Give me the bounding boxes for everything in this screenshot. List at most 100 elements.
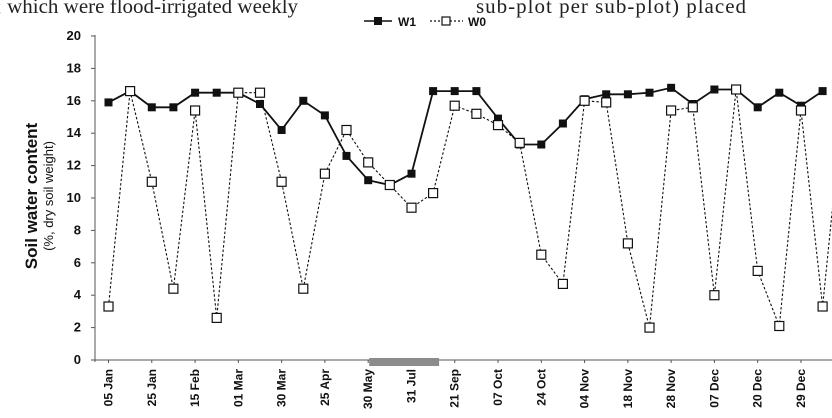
y-tick-label: 0 [74, 352, 81, 367]
series-w1-point [407, 169, 416, 178]
series-w1-point [320, 111, 329, 120]
series-w0-point [514, 137, 525, 148]
series-w1-point [472, 87, 481, 96]
series-w0-point [298, 283, 309, 294]
x-tick-label: 21 Sep [448, 369, 462, 408]
series-w1-point [558, 119, 567, 128]
series-w0-point [709, 290, 720, 301]
x-tick-label: 31 Jul [404, 369, 418, 403]
series-w0-line [107, 89, 832, 328]
y-axis-label: Soil water content [22, 122, 41, 269]
series-w0-point [276, 176, 287, 187]
series-w1-point [277, 126, 286, 134]
y-tick-label: 4 [74, 287, 82, 302]
legend-w1-label: W1 [398, 15, 416, 29]
series-w1-point [147, 103, 156, 112]
series-w0-point [319, 168, 330, 179]
series-w0-point [601, 97, 612, 108]
series-w0-point [449, 100, 460, 111]
y-tick-label: 14 [67, 125, 82, 140]
series-w0-point [406, 202, 417, 213]
x-tick-label: 25 Apr [318, 369, 332, 406]
highlight-group [369, 358, 440, 366]
y-axis-sublabel: (%, dry soil weight) [41, 141, 56, 251]
x-tick-label: 18 Nov [621, 369, 635, 409]
series-w0-point [795, 105, 807, 116]
series-w0-point [190, 105, 201, 116]
x-tick-label: 30 Mar [275, 369, 289, 407]
series-w1-point [645, 88, 654, 97]
y-tick-label: 6 [74, 255, 81, 270]
series-w0-point [492, 119, 504, 131]
y-tick-label: 12 [67, 158, 81, 173]
series-w1-point [818, 87, 827, 96]
series-w0-point [384, 179, 395, 191]
y-axis-label-group: Soil water content (%, dry soil weight) [22, 122, 56, 269]
x-tick-label: 29 Dec [794, 369, 808, 408]
series-w0-point [622, 238, 634, 249]
y-ticks-group: 0 2 4 6 8 10 12 14 16 18 20 [67, 28, 95, 367]
series-w1-point [775, 88, 784, 97]
series-w1-point [299, 96, 308, 105]
caption-left-text: ; which were flood-irrigated weekly [0, 0, 299, 18]
series-w1-point [667, 83, 676, 92]
series-w0-point [254, 87, 266, 98]
series-w1-line [108, 86, 824, 186]
x-tick-label: 30 May [361, 369, 375, 409]
x-tick-label: 15 Feb [188, 369, 202, 407]
y-tick-label: 18 [67, 60, 81, 75]
x-tick-label: 05 Jan [102, 369, 116, 406]
series-w1-point [710, 85, 719, 94]
series-lines-group [107, 86, 832, 328]
series-w0-point [471, 108, 482, 119]
series-w0-point [211, 312, 222, 323]
series-w1-point [450, 87, 459, 96]
x-tick-label: 20 Dec [751, 369, 765, 408]
series-w1-point [494, 114, 502, 123]
series-w1-point [104, 98, 113, 107]
y-tick-label: 8 [74, 222, 81, 237]
legend-w0-label: W0 [468, 15, 486, 29]
series-markers-group [103, 83, 828, 333]
series-w0-point [730, 84, 742, 95]
series-w0-point [557, 278, 569, 289]
series-w0-point [428, 188, 439, 199]
y-tick-label: 10 [67, 190, 81, 205]
series-w1-point [342, 151, 351, 160]
series-w0-point [233, 87, 244, 98]
y-tick-label: 20 [67, 28, 81, 43]
series-w0-point [124, 85, 136, 97]
caption-right-text: sub-plot per sub-plot) placed [476, 0, 748, 18]
y-tick-label: 2 [74, 320, 81, 335]
series-w1-point [191, 88, 200, 97]
x-tick-label: 28 Nov [664, 369, 678, 409]
x-tick-label: 07 Dec [707, 369, 721, 408]
x-ticks-group: 05 Jan 25 Jan 15 Feb 01 Mar 30 Mar 25 Apr 30 M… [102, 360, 808, 409]
series-w0-point [341, 124, 352, 136]
x-tick-label: 25 Jan [145, 369, 159, 406]
series-w1-point [169, 103, 178, 112]
series-w0-point [644, 322, 655, 333]
y-tick-label: 16 [67, 93, 81, 108]
series-w1-point [602, 90, 611, 99]
x-tick-label: 01 Mar [231, 369, 245, 407]
series-w0-point [817, 301, 828, 312]
x-tick-label: 07 Oct [491, 369, 505, 406]
legend: W1 W0 [364, 15, 486, 29]
season-highlight-bar [369, 358, 440, 366]
series-w0-point [579, 95, 590, 106]
series-w1-point [212, 88, 221, 97]
series-w0-point [752, 265, 763, 276]
series-w1-point [623, 90, 632, 99]
series-w1-point [753, 103, 762, 112]
legend-w1-marker [374, 17, 382, 25]
series-w0-point [687, 102, 698, 113]
series-w1-point [537, 140, 546, 149]
series-w0-point [146, 176, 157, 187]
axes-group [94, 35, 832, 362]
series-w1-point [429, 87, 438, 96]
series-w0-point [665, 105, 677, 116]
series-w0-point [363, 157, 374, 168]
